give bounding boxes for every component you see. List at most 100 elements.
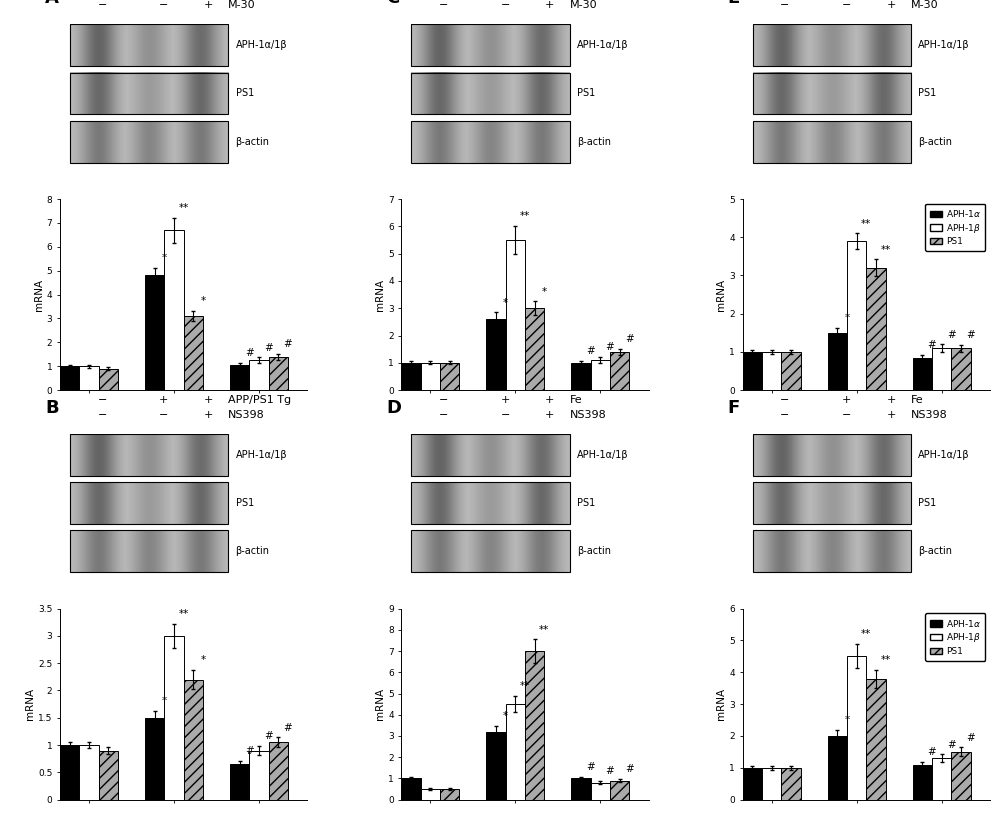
Text: +: + bbox=[886, 0, 896, 10]
Text: NS398: NS398 bbox=[228, 410, 265, 419]
Text: −: − bbox=[97, 410, 107, 419]
Y-axis label: mRNA: mRNA bbox=[375, 688, 385, 721]
Text: Fe: Fe bbox=[911, 395, 923, 405]
Text: A: A bbox=[45, 0, 59, 7]
Text: **: ** bbox=[881, 245, 891, 255]
Text: −: − bbox=[159, 0, 169, 10]
Bar bbox=[70, 482, 228, 524]
Bar bbox=[421, 363, 440, 390]
Text: APH-1α/1β: APH-1α/1β bbox=[577, 40, 629, 51]
Bar bbox=[486, 319, 506, 390]
Bar bbox=[762, 768, 781, 800]
Text: #: # bbox=[284, 723, 292, 733]
Text: #: # bbox=[264, 343, 273, 353]
Text: APP/PS1 Tg: APP/PS1 Tg bbox=[228, 395, 291, 405]
Text: +: + bbox=[159, 395, 169, 405]
Bar bbox=[932, 758, 951, 800]
Bar bbox=[847, 241, 866, 390]
Bar bbox=[145, 276, 164, 390]
Bar bbox=[762, 352, 781, 390]
Bar bbox=[866, 679, 886, 800]
Bar bbox=[525, 651, 544, 800]
Bar bbox=[145, 718, 164, 800]
Text: #: # bbox=[606, 766, 614, 776]
Text: −: − bbox=[439, 410, 448, 419]
Bar bbox=[164, 230, 184, 390]
Legend: APH-1$\alpha$, APH-1$\beta$, PS1: APH-1$\alpha$, APH-1$\beta$, PS1 bbox=[925, 203, 985, 251]
Text: PS1: PS1 bbox=[577, 88, 595, 99]
Text: #: # bbox=[625, 764, 634, 774]
Text: #: # bbox=[966, 330, 975, 340]
Text: −: − bbox=[780, 395, 789, 405]
Text: +: + bbox=[545, 410, 554, 419]
Bar bbox=[269, 743, 288, 800]
Y-axis label: mRNA: mRNA bbox=[716, 278, 726, 311]
Text: Fe: Fe bbox=[570, 395, 582, 405]
Bar bbox=[70, 73, 228, 114]
Text: *: * bbox=[542, 286, 547, 297]
Bar bbox=[913, 357, 932, 390]
Text: **: ** bbox=[179, 203, 189, 213]
Text: *: * bbox=[162, 697, 167, 707]
Bar bbox=[506, 704, 525, 800]
Bar bbox=[411, 482, 570, 524]
Text: APH-1α/1β: APH-1α/1β bbox=[918, 40, 970, 51]
Text: #: # bbox=[284, 339, 292, 349]
Bar bbox=[249, 751, 269, 800]
Text: β-actin: β-actin bbox=[577, 546, 611, 557]
Bar bbox=[411, 530, 570, 572]
Text: NS398: NS398 bbox=[911, 410, 948, 419]
Bar bbox=[951, 752, 971, 800]
Text: PS1: PS1 bbox=[236, 498, 254, 508]
Text: −: − bbox=[439, 395, 448, 405]
Bar bbox=[70, 24, 228, 66]
Text: β-actin: β-actin bbox=[918, 136, 952, 147]
Text: #: # bbox=[586, 346, 595, 356]
Text: **: ** bbox=[539, 624, 549, 635]
Text: APH-1α/1β: APH-1α/1β bbox=[236, 450, 287, 460]
Text: +: + bbox=[501, 395, 510, 405]
Bar bbox=[753, 434, 911, 476]
Bar bbox=[411, 121, 570, 162]
Bar bbox=[753, 73, 911, 114]
Bar bbox=[743, 352, 762, 390]
Bar bbox=[411, 434, 570, 476]
Bar bbox=[411, 73, 570, 114]
Bar bbox=[249, 361, 269, 390]
Bar bbox=[951, 348, 971, 390]
Bar bbox=[828, 736, 847, 800]
Text: −: − bbox=[159, 410, 169, 419]
Text: β-actin: β-actin bbox=[236, 136, 270, 147]
Bar bbox=[610, 781, 629, 800]
Y-axis label: mRNA: mRNA bbox=[25, 688, 35, 721]
Text: −: − bbox=[97, 0, 107, 10]
Bar bbox=[411, 24, 570, 66]
Bar bbox=[440, 789, 459, 800]
Text: #: # bbox=[245, 348, 254, 358]
Text: *: * bbox=[844, 313, 850, 323]
Text: β-actin: β-actin bbox=[918, 546, 952, 557]
Text: M-30: M-30 bbox=[911, 0, 938, 10]
Bar bbox=[525, 308, 544, 390]
Bar bbox=[486, 732, 506, 800]
Bar bbox=[99, 751, 118, 800]
Text: **: ** bbox=[179, 609, 189, 619]
Bar bbox=[184, 680, 203, 800]
Bar bbox=[571, 363, 591, 390]
Text: −: − bbox=[501, 410, 510, 419]
Text: **: ** bbox=[861, 629, 871, 640]
Bar bbox=[610, 352, 629, 390]
Y-axis label: mRNA: mRNA bbox=[716, 688, 726, 721]
Text: #: # bbox=[947, 739, 956, 750]
Bar bbox=[847, 656, 866, 800]
Text: −: − bbox=[842, 0, 851, 10]
Text: C: C bbox=[386, 0, 400, 7]
Text: +: + bbox=[886, 410, 896, 419]
Text: β-actin: β-actin bbox=[577, 136, 611, 147]
Text: −: − bbox=[501, 0, 510, 10]
Bar bbox=[913, 765, 932, 800]
Text: E: E bbox=[728, 0, 740, 7]
Bar bbox=[753, 530, 911, 572]
Text: PS1: PS1 bbox=[918, 498, 937, 508]
Text: **: ** bbox=[520, 681, 530, 691]
